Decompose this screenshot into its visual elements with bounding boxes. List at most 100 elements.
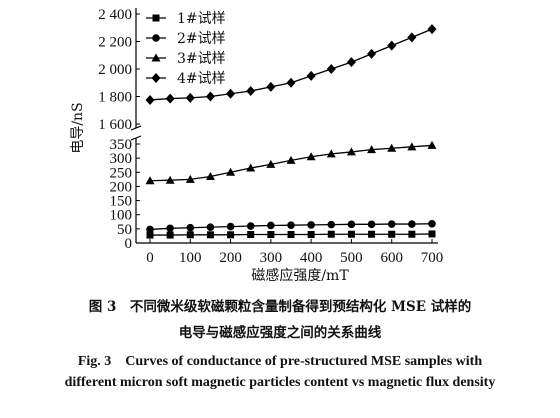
legend-marker xyxy=(152,34,160,42)
data-point-series-4 xyxy=(165,93,175,104)
data-point-series-4 xyxy=(246,86,256,96)
y-tick-label: 0 xyxy=(125,236,133,252)
data-point-series-2 xyxy=(186,223,195,232)
data-point-series-1 xyxy=(206,231,214,239)
data-point-series-3 xyxy=(407,142,417,151)
y-tick-label: 100 xyxy=(110,208,133,224)
data-point-series-1 xyxy=(388,230,396,238)
data-point-series-1 xyxy=(347,230,355,238)
figure-caption-en-line2: different micron soft magnetic particles… xyxy=(64,375,496,390)
figure-caption-cn-line1: 图 3 不同微米级软磁颗粒含量制备得到预结构化 MSE 试样的 xyxy=(88,299,472,315)
y-tick-label: 2 200 xyxy=(98,35,132,51)
y-tick-label: 150 xyxy=(110,194,133,210)
data-point-series-2 xyxy=(267,221,275,230)
data-point-series-3 xyxy=(387,143,397,152)
data-point-series-3 xyxy=(226,167,236,176)
data-point-series-3 xyxy=(346,147,356,156)
data-point-series-1 xyxy=(307,231,315,239)
data-point-series-4 xyxy=(205,91,215,102)
data-point-series-2 xyxy=(428,219,436,228)
data-point-series-3 xyxy=(266,159,276,168)
x-tick-label: 100 xyxy=(179,250,202,266)
data-point-series-2 xyxy=(206,223,215,231)
data-point-series-3 xyxy=(286,155,296,164)
data-point-series-4 xyxy=(306,70,316,81)
x-tick-label: 500 xyxy=(340,250,363,266)
data-point-series-4 xyxy=(286,77,296,88)
legend-marker xyxy=(152,14,160,22)
legend-label: 2#试样 xyxy=(177,31,226,47)
x-tick-label: 400 xyxy=(300,250,323,266)
data-point-series-1 xyxy=(368,230,376,238)
data-point-series-4 xyxy=(346,57,356,68)
data-point-series-2 xyxy=(327,220,336,229)
data-point-series-2 xyxy=(166,224,174,233)
legend-label: 4#试样 xyxy=(177,71,226,87)
axis-break-mark xyxy=(130,125,142,131)
data-point-series-3 xyxy=(306,152,316,161)
axis-break-mark xyxy=(130,135,142,141)
x-tick-label: 700 xyxy=(421,250,444,266)
x-tick-label: 200 xyxy=(219,250,242,266)
data-point-series-3 xyxy=(246,163,256,172)
data-point-series-2 xyxy=(367,220,376,229)
data-point-series-2 xyxy=(307,221,315,229)
figure-caption-en-line1: Fig. 3 Curves of conductance of pre-stru… xyxy=(77,354,483,369)
data-point-series-3 xyxy=(326,149,336,158)
data-point-series-4 xyxy=(387,40,397,51)
y-tick-label: 2 000 xyxy=(98,62,132,78)
data-point-series-2 xyxy=(408,220,416,228)
y-tick-label: 350 xyxy=(110,137,133,153)
data-point-series-1 xyxy=(267,231,275,239)
y-tick-label: 1 600 xyxy=(98,117,132,133)
data-point-series-2 xyxy=(226,222,235,231)
legend-item-3: 3#试样 xyxy=(146,51,226,67)
data-point-series-1 xyxy=(146,231,154,239)
data-point-series-4 xyxy=(427,24,437,35)
legend-marker xyxy=(151,53,161,62)
data-point-series-2 xyxy=(387,220,396,228)
data-point-series-1 xyxy=(227,231,235,239)
data-point-series-3 xyxy=(427,140,437,149)
data-point-series-1 xyxy=(408,230,416,238)
legend-label: 3#试样 xyxy=(177,51,226,67)
x-tick-label: 300 xyxy=(260,250,283,266)
data-point-series-4 xyxy=(185,92,195,103)
y-axis-label: 电导/nS xyxy=(70,102,86,153)
figure-caption-cn-line2: 电导与磁感应强度之间的关系曲线 xyxy=(178,325,382,341)
data-point-series-3 xyxy=(165,175,175,184)
data-point-series-1 xyxy=(327,230,335,238)
data-point-series-2 xyxy=(347,220,356,229)
data-point-series-1 xyxy=(428,230,436,238)
data-point-series-2 xyxy=(146,225,154,234)
data-point-series-3 xyxy=(145,176,155,185)
x-axis-label: 磁感应强度/mT xyxy=(251,267,349,284)
legend-item-4: 4#试样 xyxy=(146,71,226,87)
data-point-series-1 xyxy=(186,231,194,239)
y-tick-label: 250 xyxy=(110,165,133,181)
y-tick-label: 2 400 xyxy=(98,7,132,23)
legend-item-2: 2#试样 xyxy=(146,31,226,47)
y-tick-label: 200 xyxy=(110,179,133,195)
data-point-series-4 xyxy=(266,81,276,92)
data-point-series-3 xyxy=(205,172,215,181)
y-tick-label: 300 xyxy=(110,151,133,167)
legend-item-1: 1#试样 xyxy=(146,11,226,27)
data-point-series-4 xyxy=(407,32,417,43)
legend-label: 1#试样 xyxy=(177,11,226,27)
data-point-series-1 xyxy=(247,231,255,239)
chart-marks xyxy=(145,24,437,239)
data-point-series-4 xyxy=(145,94,155,105)
data-point-series-4 xyxy=(367,48,377,59)
data-point-series-3 xyxy=(185,174,195,183)
chart-legend: 1#试样 2#试样 3#试样 4#试样 xyxy=(146,11,226,87)
data-point-series-4 xyxy=(226,88,236,99)
data-point-series-2 xyxy=(287,221,295,229)
y-tick-label: 50 xyxy=(117,222,132,238)
legend-marker xyxy=(151,73,161,83)
data-point-series-4 xyxy=(326,64,336,74)
data-point-series-1 xyxy=(287,231,295,239)
y-tick-label: 1 800 xyxy=(98,90,132,106)
